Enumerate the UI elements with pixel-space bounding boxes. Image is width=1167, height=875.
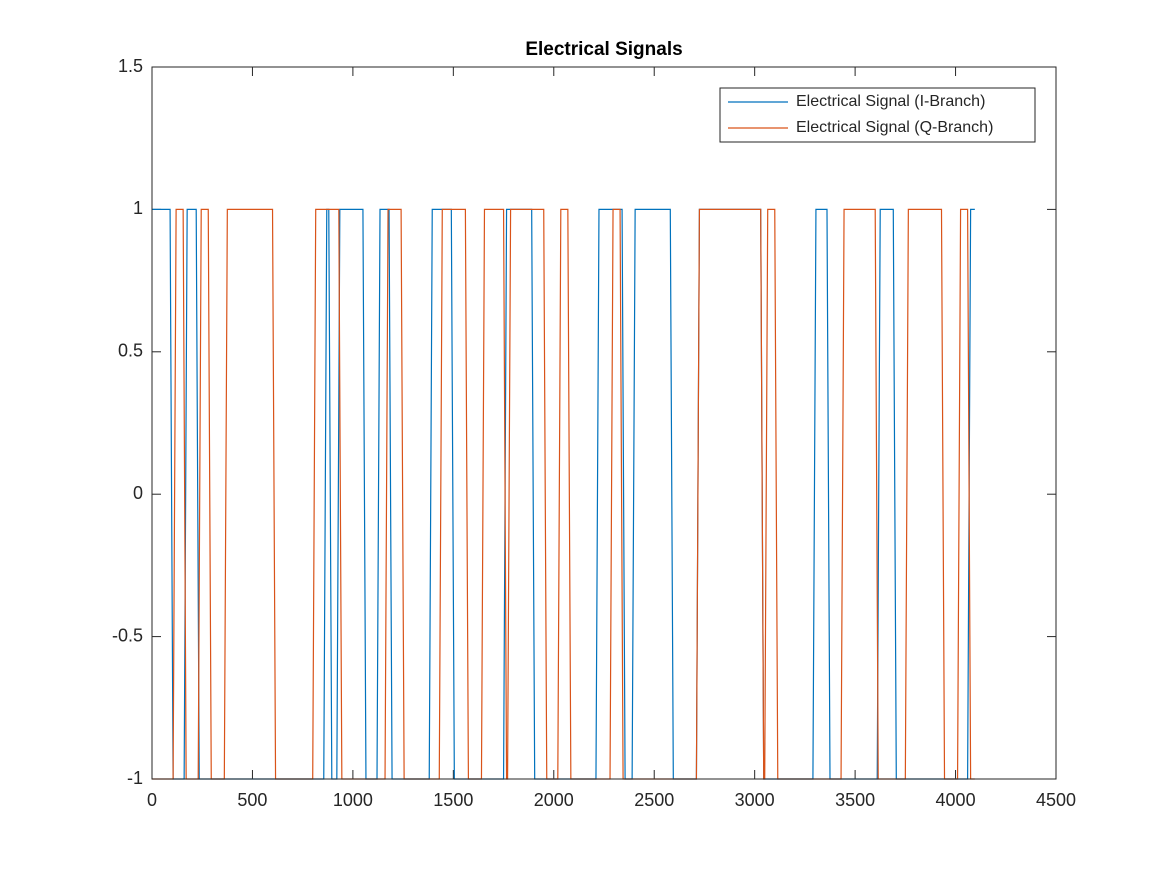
x-tick-label: 3500: [835, 790, 875, 810]
x-tick-label: 3000: [735, 790, 775, 810]
x-tick-label: 0: [147, 790, 157, 810]
y-tick-label: 1: [133, 198, 143, 218]
axes-box: [151, 66, 1057, 780]
x-tick-label: 500: [237, 790, 267, 810]
legend-label: Electrical Signal (I-Branch): [796, 93, 985, 110]
y-tick-label: -1: [127, 768, 143, 788]
signal-line: [152, 208, 975, 780]
legend-box: [719, 87, 1036, 143]
y-tick-label: 1.5: [118, 56, 143, 76]
chart-title: Electrical Signals: [525, 39, 682, 60]
x-tick-label: 4500: [1036, 790, 1076, 810]
x-tick-label: 1500: [433, 790, 473, 810]
x-tick-label: 1000: [333, 790, 373, 810]
y-tick-label: -0.5: [112, 625, 143, 645]
x-tick-label: 4000: [936, 790, 976, 810]
x-tick-label: 2000: [534, 790, 574, 810]
x-tick-label: 2500: [634, 790, 674, 810]
y-tick-label: 0: [133, 483, 143, 503]
legend-label: Electrical Signal (Q-Branch): [796, 119, 993, 136]
y-tick-label: 0.5: [118, 341, 143, 361]
